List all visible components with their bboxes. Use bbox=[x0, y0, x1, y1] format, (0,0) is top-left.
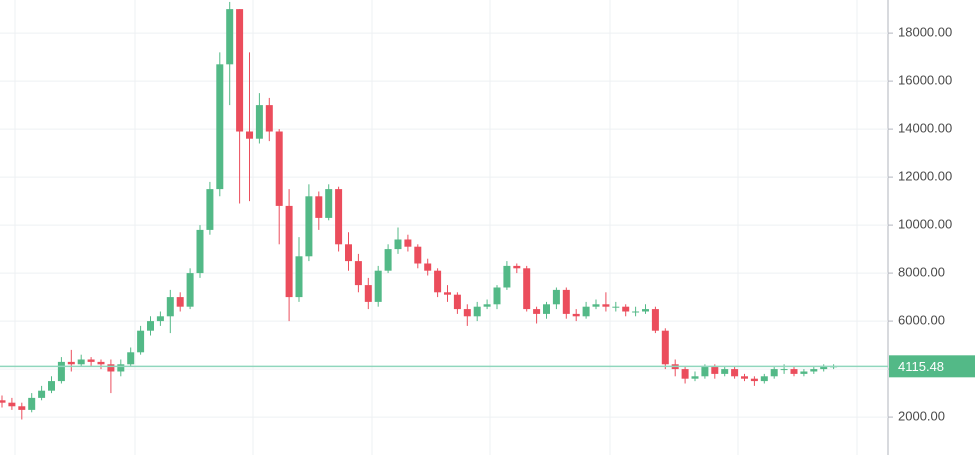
candle-body bbox=[345, 244, 352, 262]
candle-body bbox=[364, 285, 372, 302]
candle-body bbox=[57, 361, 65, 382]
candle-body bbox=[651, 309, 659, 331]
candle-body bbox=[374, 270, 382, 302]
y-tick-label: 2000.00 bbox=[898, 409, 945, 424]
candle-body bbox=[67, 361, 75, 365]
y-tick-label: 12000.00 bbox=[898, 169, 952, 184]
candle-body bbox=[750, 378, 758, 382]
candle-body bbox=[444, 292, 451, 295]
last-price-box bbox=[889, 355, 975, 378]
candle-body bbox=[562, 289, 570, 314]
candle-body bbox=[493, 287, 501, 305]
candle-body bbox=[592, 304, 600, 307]
candle-body bbox=[632, 311, 640, 313]
candle-body bbox=[156, 316, 164, 322]
candle-body bbox=[552, 289, 560, 305]
candle-body bbox=[681, 369, 689, 379]
candle-body bbox=[285, 205, 293, 298]
candle-body bbox=[8, 402, 16, 407]
y-tick-label: 16000.00 bbox=[898, 73, 952, 88]
candle-body bbox=[147, 321, 154, 331]
candle-body bbox=[642, 309, 649, 312]
candle-body bbox=[810, 369, 818, 372]
candle-body bbox=[533, 309, 541, 314]
last-price-label: 4115.48 bbox=[898, 359, 944, 374]
candle-body bbox=[434, 270, 442, 293]
candle-body bbox=[127, 352, 135, 365]
candle-body bbox=[196, 229, 204, 274]
candle-body bbox=[602, 304, 610, 307]
candle-body bbox=[335, 189, 343, 245]
candle-body bbox=[48, 381, 55, 391]
candle-body bbox=[622, 306, 630, 312]
candle-body bbox=[760, 376, 768, 382]
candle-body bbox=[295, 256, 303, 298]
candle-body bbox=[166, 297, 174, 317]
candle-body bbox=[176, 297, 184, 307]
candle-body bbox=[305, 196, 313, 257]
candle-body bbox=[701, 366, 709, 377]
candle-body bbox=[384, 249, 392, 271]
vertical-grid bbox=[14, 0, 858, 455]
candle-body bbox=[523, 268, 531, 310]
candle-body bbox=[790, 369, 798, 374]
candle-body bbox=[186, 273, 194, 307]
candle-body bbox=[107, 364, 115, 372]
candle-body bbox=[246, 131, 253, 139]
candle-body bbox=[394, 239, 402, 250]
candle-body bbox=[820, 366, 828, 370]
candle-body bbox=[612, 306, 620, 308]
candle-body bbox=[28, 397, 36, 410]
candle-body bbox=[463, 309, 471, 317]
candle-body bbox=[354, 261, 362, 286]
candle-body bbox=[582, 306, 590, 317]
candle-body bbox=[38, 390, 46, 398]
y-tick-label: 10000.00 bbox=[898, 217, 952, 232]
candle-body bbox=[513, 265, 521, 269]
candle-body bbox=[800, 371, 808, 374]
candle-body bbox=[117, 364, 125, 372]
candle-body bbox=[87, 359, 95, 362]
candle-body bbox=[226, 9, 234, 65]
candle-body bbox=[503, 265, 511, 288]
candle-body bbox=[216, 64, 224, 190]
candle-body bbox=[236, 9, 244, 132]
candle-body bbox=[543, 304, 550, 314]
candle-body bbox=[0, 400, 6, 403]
candle-body bbox=[691, 376, 699, 379]
candle-body bbox=[780, 369, 788, 371]
candle-body bbox=[77, 359, 85, 365]
candle-body bbox=[473, 306, 481, 317]
candle-body bbox=[414, 246, 422, 264]
y-tick-label: 18000.00 bbox=[898, 25, 952, 40]
candle-body bbox=[404, 239, 412, 247]
candle-body bbox=[206, 189, 214, 230]
candle-body bbox=[661, 330, 669, 365]
candle-body bbox=[770, 369, 778, 377]
y-tick-label: 8000.00 bbox=[898, 265, 945, 280]
candle-body bbox=[275, 131, 283, 206]
candle-body bbox=[483, 304, 491, 307]
candle-body bbox=[255, 105, 263, 139]
candle-body bbox=[711, 366, 719, 374]
candle-body bbox=[265, 105, 273, 132]
candle-body bbox=[424, 263, 432, 271]
candle-body bbox=[137, 330, 145, 353]
candle-body bbox=[97, 361, 105, 365]
candle-body bbox=[731, 369, 739, 377]
candle-body bbox=[325, 189, 333, 218]
candle-body bbox=[315, 196, 323, 218]
candle-body bbox=[721, 369, 729, 374]
y-tick-label: 14000.00 bbox=[898, 121, 952, 136]
candle-body bbox=[572, 313, 580, 317]
candle-body bbox=[741, 376, 748, 379]
candle-body bbox=[18, 406, 26, 410]
y-tick-label: 6000.00 bbox=[898, 313, 945, 328]
candle-body bbox=[453, 294, 461, 310]
